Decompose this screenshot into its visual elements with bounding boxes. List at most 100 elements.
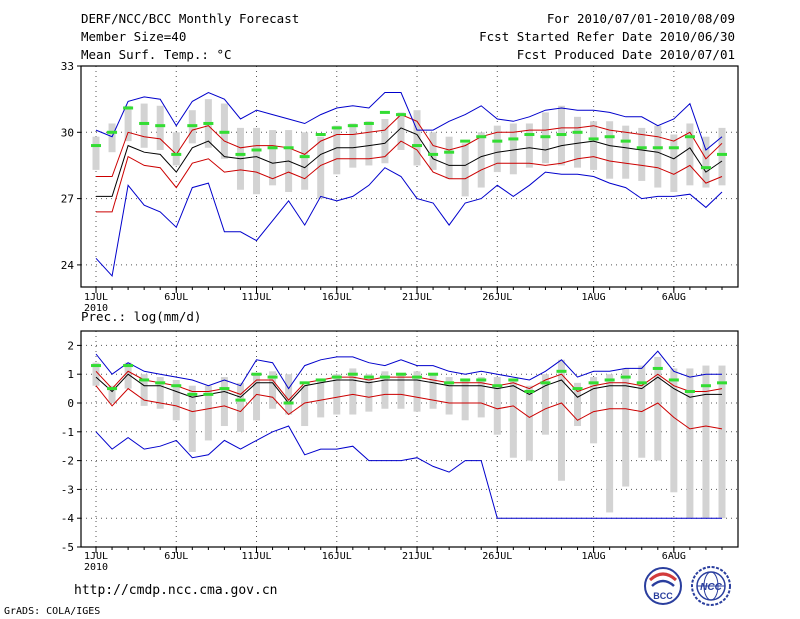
temp-spread-box — [670, 134, 678, 192]
precip-spread-box — [429, 374, 437, 409]
precip-line-max — [95, 350, 722, 390]
temp-median-dash — [717, 152, 727, 156]
temp-line-upper-inner — [96, 114, 723, 177]
precip-xtick-year: 2010 — [84, 562, 108, 573]
precip-median-dash — [283, 401, 294, 405]
temp-spread-box — [702, 136, 710, 188]
footer-url[interactable]: http://cmdp.ncc.cma.gov.cn — [74, 583, 278, 598]
precip-median-dash — [460, 378, 471, 382]
temp-median-dash — [91, 144, 101, 148]
precip-median-dash — [347, 372, 358, 376]
temp-spread-box — [365, 121, 373, 166]
precip-line-lower-inner — [95, 385, 723, 430]
precip-median-dash — [267, 375, 278, 379]
temp-plot-frame — [80, 65, 739, 288]
temp-median-dash — [604, 135, 615, 139]
temp-median-dash — [524, 133, 535, 137]
precip-line-upper-inner — [95, 370, 723, 401]
precip-xtick-label: 6JUL — [164, 551, 188, 562]
temp-line-lower-inner — [96, 140, 723, 213]
precip-median-dash — [203, 392, 214, 396]
precip-median-dash — [620, 375, 631, 379]
precip-median-dash — [107, 387, 118, 391]
temp-median-dash — [492, 139, 503, 143]
refer-date: Fcst Started Refer Date 2010/06/30 — [479, 29, 735, 44]
precip-spread-box — [124, 362, 132, 389]
precip-median-dash — [219, 387, 230, 391]
precip-ytick-label: -4 — [61, 512, 75, 525]
temp-spread-box — [445, 136, 453, 179]
precip-ytick-label: 1 — [67, 368, 74, 381]
temp-median-dash — [540, 135, 551, 139]
precip-spread-box — [381, 371, 389, 409]
precip-ytick-label: 0 — [67, 397, 74, 410]
precip-median-dash — [123, 364, 134, 368]
temp-median-dash — [572, 130, 583, 134]
temp-spread-box — [269, 130, 277, 186]
temp-median-dash — [652, 146, 663, 150]
temp-median-dash — [267, 146, 278, 150]
precip-spread-box — [590, 377, 598, 444]
precip-spread-box — [397, 374, 405, 409]
temp-xtick-label: 11JUL — [241, 292, 271, 303]
precip-median-dash — [556, 369, 567, 373]
temp-ytick-label: 33 — [61, 60, 74, 73]
precip-spread-box — [188, 385, 196, 452]
precip-median-dash — [652, 366, 663, 370]
temp-median-dash — [668, 146, 679, 150]
precip-median-dash — [91, 364, 101, 368]
temp-xtick-label: 16JUL — [322, 292, 352, 303]
temp-spread-box — [461, 143, 469, 197]
precip-median-dash — [412, 375, 423, 379]
precip-median-dash — [251, 372, 262, 376]
precip-xtick-label: 21JUL — [402, 551, 432, 562]
temp-median-dash — [171, 152, 182, 156]
precip-ytick-label: -5 — [61, 541, 74, 554]
temp-median-dash — [139, 121, 150, 125]
temp-spread-box — [413, 110, 421, 166]
precip-median-dash — [299, 381, 310, 385]
precip-median-dash — [684, 389, 695, 393]
temp-ytick-label: 24 — [61, 259, 75, 272]
temp-median-dash — [379, 110, 390, 114]
temp-median-dash — [636, 146, 647, 150]
precip-xtick-label: 1AUG — [582, 551, 606, 562]
precip-spread-box — [477, 377, 485, 418]
temp-spread-box — [654, 125, 662, 188]
temp-spread-box — [509, 123, 517, 175]
temp-spread-box — [108, 123, 116, 153]
grads-credit: GrADS: COLA/IGES — [4, 606, 101, 617]
temp-spread-box — [333, 125, 341, 175]
temp-median-dash — [444, 150, 455, 154]
precip-spread-box — [445, 377, 453, 415]
precip-spread-box — [317, 379, 325, 418]
temp-median-dash — [187, 124, 198, 128]
produced-date: Fcst Produced Date 2010/07/01 — [516, 47, 735, 62]
precip-median-dash — [428, 372, 439, 376]
forecast-period: For 2010/07/01-2010/08/09 — [546, 11, 735, 26]
precip-spread-box — [92, 362, 100, 386]
temp-median-dash — [556, 133, 567, 137]
temp-spread-box — [92, 136, 100, 170]
temp-spread-box — [140, 103, 148, 148]
precip-median-dash — [540, 381, 551, 385]
precip-xtick-label: 1JUL — [84, 551, 108, 562]
member-size: Member Size=40 — [81, 29, 187, 44]
precip-line-ensemble-mean — [95, 373, 722, 404]
temp-spread-box — [590, 121, 598, 170]
precip-spread-box — [172, 379, 180, 421]
temp-spread-box — [477, 132, 485, 188]
ncc-logo: NCC — [691, 566, 731, 606]
precip-median-dash — [700, 384, 711, 388]
temp-median-dash — [155, 124, 166, 128]
precip-median-dash — [395, 372, 406, 376]
precip-spread-box — [686, 368, 694, 519]
temp-spread-box — [493, 125, 501, 173]
temp-median-dash — [700, 166, 711, 170]
precip-median-dash — [476, 378, 487, 382]
precip-spread-box — [333, 374, 341, 415]
precip-spread-box — [253, 374, 261, 421]
precip-median-dash — [524, 389, 535, 393]
precip-spread-box — [285, 374, 293, 415]
precip-spread-box — [718, 365, 726, 519]
